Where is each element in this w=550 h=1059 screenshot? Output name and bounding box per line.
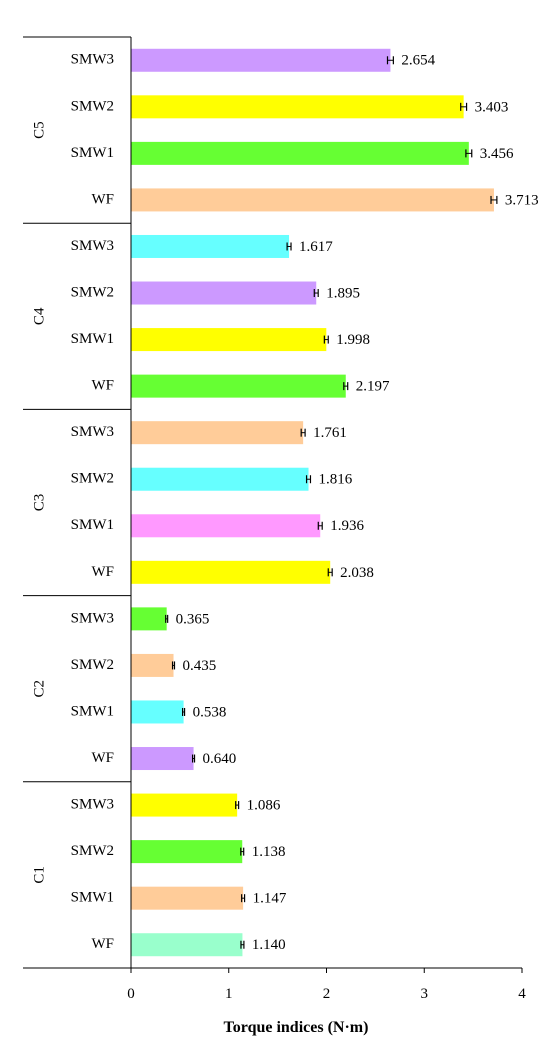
- category-label: SMW1: [71, 703, 114, 719]
- error-bar: [386, 56, 394, 65]
- bar: [131, 374, 346, 398]
- error-bar: [241, 894, 246, 903]
- x-tick-label: 2: [323, 986, 331, 1002]
- x-tick-label: 1: [225, 986, 233, 1002]
- error-bar: [182, 707, 186, 716]
- bar: [131, 933, 243, 957]
- category-label: SMW1: [71, 517, 114, 533]
- value-label: 2.038: [340, 565, 374, 581]
- value-label: 1.086: [247, 798, 281, 814]
- value-label: 2.654: [401, 53, 435, 69]
- error-bar: [286, 242, 292, 251]
- category-label: SMW1: [71, 331, 114, 347]
- bar: [131, 467, 309, 491]
- category-label: SMW3: [71, 424, 114, 440]
- value-label: 3.713: [505, 192, 539, 208]
- bar: [131, 607, 167, 631]
- error-bar: [191, 754, 196, 763]
- group-label: C3: [31, 494, 47, 512]
- category-label: WF: [92, 936, 115, 952]
- value-label: 3.403: [475, 99, 509, 115]
- error-bar: [343, 382, 349, 391]
- bar: [131, 514, 321, 538]
- error-bar: [490, 195, 498, 204]
- bar: [131, 653, 174, 677]
- error-bar: [300, 428, 306, 437]
- value-label: 1.147: [253, 891, 287, 907]
- category-label: SMW3: [71, 797, 114, 813]
- value-label: 1.998: [336, 332, 370, 348]
- error-bar: [235, 801, 240, 810]
- category-label: SMW2: [71, 284, 114, 300]
- bar: [131, 234, 290, 258]
- bar: [131, 95, 464, 119]
- x-tick-label: 0: [127, 986, 135, 1002]
- value-label: 1.895: [326, 285, 360, 301]
- category-label: SMW2: [71, 471, 114, 487]
- group-label: C5: [31, 121, 47, 139]
- error-bar: [465, 149, 473, 158]
- bar: [131, 840, 243, 864]
- x-axis-title: Torque indices (N·m): [224, 1019, 369, 1036]
- value-label: 1.617: [299, 239, 333, 255]
- x-tick-label: 4: [518, 986, 526, 1002]
- group-label: C2: [31, 680, 47, 698]
- error-bar: [460, 102, 468, 111]
- category-label: SMW3: [71, 610, 114, 626]
- error-bar: [323, 335, 329, 344]
- bar: [131, 793, 238, 817]
- value-label: 0.640: [203, 751, 237, 767]
- error-bar: [317, 521, 323, 530]
- category-label: SMW2: [71, 98, 114, 114]
- category-label: SMW3: [71, 238, 114, 254]
- category-label: WF: [92, 564, 115, 580]
- bar: [131, 560, 331, 584]
- value-label: 1.140: [252, 937, 286, 953]
- error-bar: [240, 847, 245, 856]
- bar: [131, 328, 327, 352]
- value-label: 1.936: [330, 518, 364, 534]
- bar: [131, 421, 304, 445]
- value-label: 0.365: [176, 611, 210, 627]
- value-label: 1.761: [313, 425, 347, 441]
- error-bar: [305, 475, 312, 484]
- category-label: SMW1: [71, 145, 114, 161]
- x-axis-ticks: 0 1 2 3 4: [127, 968, 526, 1002]
- bar: [131, 281, 317, 305]
- bar: [131, 747, 194, 771]
- group-dividers: [23, 36, 131, 783]
- error-bar: [327, 568, 333, 577]
- category-label: WF: [92, 191, 115, 207]
- category-label: SMW1: [71, 890, 114, 906]
- category-label: SMW2: [71, 657, 114, 673]
- value-label: 2.197: [356, 379, 390, 395]
- value-label: 1.816: [318, 472, 352, 488]
- value-label: 3.456: [480, 146, 514, 162]
- value-label: 0.538: [193, 704, 227, 720]
- error-bar: [171, 661, 176, 670]
- labels: C5 SMW3 2.654 SMW2 3.403 SMW1 3.456 WF 3.713 C4 SM…: [31, 52, 538, 953]
- bar: [131, 48, 391, 72]
- error-bar: [313, 289, 319, 298]
- category-label: WF: [92, 750, 115, 766]
- error-bar: [165, 614, 169, 623]
- bar: [131, 188, 494, 212]
- group-label: C4: [31, 307, 47, 325]
- value-label: 0.435: [182, 658, 216, 674]
- bar: [131, 141, 469, 165]
- x-tick-label: 3: [421, 986, 429, 1002]
- bar: [131, 700, 184, 724]
- bar: [131, 886, 244, 910]
- category-label: SMW2: [71, 843, 114, 859]
- error-bar: [240, 940, 245, 949]
- error-bars: [165, 56, 498, 949]
- value-label: 1.138: [252, 844, 286, 860]
- category-label: SMW3: [71, 52, 114, 68]
- group-label: C1: [31, 866, 47, 884]
- category-label: WF: [92, 378, 115, 394]
- bars: [131, 48, 494, 957]
